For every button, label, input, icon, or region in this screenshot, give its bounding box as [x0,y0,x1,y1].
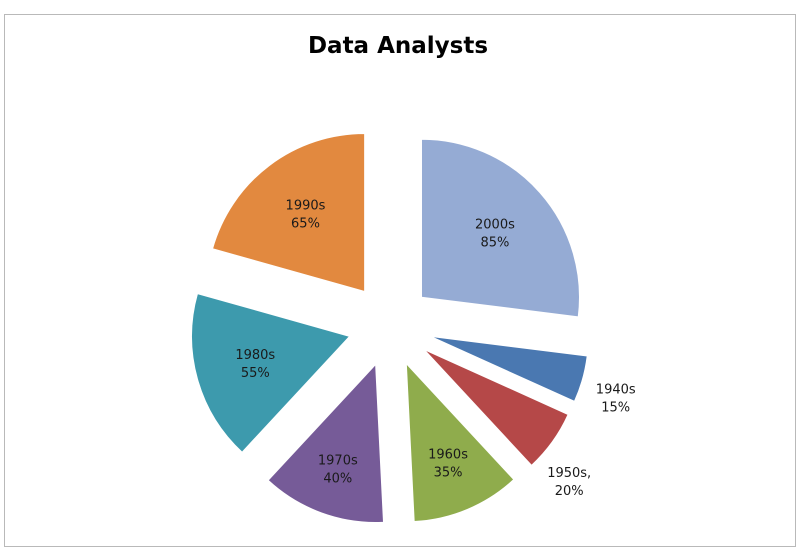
slices-layer [191,133,588,523]
slice-category-label: 1960s [428,448,468,463]
slice-label-1950s: 1950s, 20% [547,466,591,499]
slice-label-1960s: 1960s 35% [428,448,468,481]
slice-category-label: 1970s [318,453,358,468]
pie-slice-2000s [420,138,580,318]
slice-value-label: 35% [434,466,463,481]
slice-category-label: 1950s, [547,466,591,481]
pie-slice-1970s [267,363,385,523]
pie-slice-1980s [191,292,351,453]
slice-value-label: 85% [480,235,509,250]
pie-slice-1940s [430,335,588,403]
chart-title: Data Analysts [308,33,488,59]
slice-value-label: 15% [601,400,630,415]
chart-border [4,14,796,547]
slice-label-1970s: 1970s 40% [318,453,358,486]
slice-category-label: 1980s [235,348,275,363]
slice-value-label: 55% [241,366,270,381]
slice-value-label: 65% [291,216,320,231]
slice-label-1980s: 1980s 55% [235,348,275,381]
pie-slice-1960s [405,362,515,523]
labels-layer: 2000s 85% 1940s 15% 1950s, 20% 1960s 35% 1970s 40… [235,198,636,499]
slice-value-label: 40% [323,471,352,486]
pie-slice-1990s [211,133,366,293]
slice-category-label: 1990s [286,198,326,213]
slice-category-label: 1940s [596,382,636,397]
slice-label-2000s: 2000s 85% [475,217,515,250]
slice-value-label: 20% [555,484,584,499]
slice-category-label: 2000s [475,217,515,232]
slice-label-1940s: 1940s 15% [596,382,636,415]
slice-label-1990s: 1990s 65% [286,198,326,231]
pie-slice-1950s [423,349,569,467]
